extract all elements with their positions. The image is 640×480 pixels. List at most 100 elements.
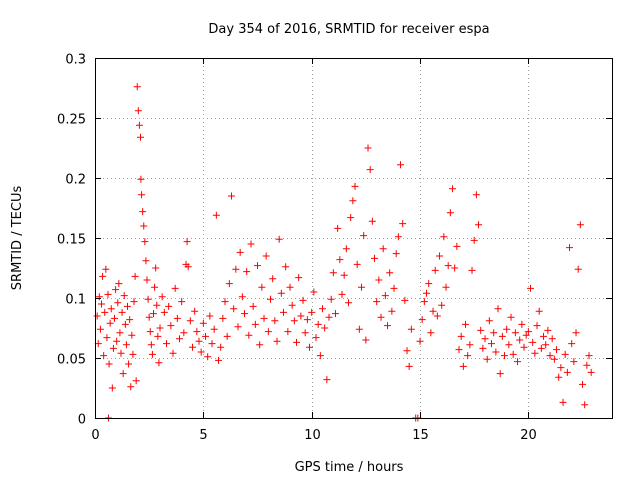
data-point (360, 232, 368, 240)
data-point (176, 335, 184, 343)
data-point (160, 308, 168, 316)
data-point (310, 288, 318, 296)
data-point (236, 248, 244, 256)
data-point (423, 289, 431, 297)
y-tick-label: 0 (78, 413, 86, 428)
data-point (228, 192, 236, 200)
data-point (260, 314, 268, 322)
data-point (440, 233, 448, 241)
data-point (284, 328, 292, 336)
data-point (169, 349, 177, 357)
y-tick-label: 0.15 (57, 233, 86, 248)
data-point (230, 305, 238, 313)
data-point (416, 337, 424, 345)
data-point (527, 284, 535, 292)
data-point (150, 310, 158, 318)
data-point (542, 341, 550, 349)
y-tick-label: 0.05 (57, 353, 86, 368)
data-point (375, 276, 383, 284)
data-point (163, 340, 171, 348)
data-point (282, 263, 290, 271)
data-point (418, 316, 426, 324)
data-point (559, 398, 567, 406)
data-point (462, 320, 470, 328)
data-point (171, 284, 179, 292)
data-point (173, 314, 181, 322)
data-point (384, 322, 392, 330)
data-point (332, 310, 340, 318)
data-point (563, 368, 571, 376)
data-point (353, 260, 361, 268)
data-point (459, 362, 467, 370)
data-point (273, 337, 281, 345)
data-point (555, 373, 563, 381)
data-point (405, 362, 413, 370)
data-point (451, 264, 459, 272)
y-tick-label: 0.1 (65, 293, 86, 308)
data-point (457, 332, 465, 340)
data-point (202, 332, 210, 340)
data-point (522, 331, 530, 339)
data-point (585, 352, 593, 360)
data-point (349, 197, 357, 205)
data-point (342, 245, 350, 253)
data-point (507, 313, 515, 321)
data-point (392, 250, 400, 258)
data-point (446, 209, 454, 217)
x-tick-label: 15 (412, 428, 429, 443)
data-point (511, 329, 519, 337)
data-point (306, 343, 314, 351)
data-point (475, 221, 483, 229)
data-point (570, 358, 578, 366)
data-point (516, 336, 524, 344)
data-point (95, 293, 103, 301)
data-point (195, 337, 203, 345)
data-point (221, 298, 229, 306)
data-point (334, 224, 342, 232)
data-point (127, 383, 135, 391)
data-point (364, 144, 372, 152)
data-point (125, 360, 133, 368)
data-point (524, 328, 532, 336)
data-point (466, 341, 474, 349)
data-point (550, 355, 558, 363)
data-point (535, 307, 543, 315)
data-point (449, 185, 457, 193)
data-point (546, 352, 554, 360)
data-point (155, 359, 163, 367)
data-point (223, 332, 231, 340)
data-point (436, 252, 444, 260)
data-point (579, 380, 587, 388)
data-point (147, 341, 155, 349)
data-point (470, 236, 478, 244)
data-point (518, 320, 526, 328)
data-point (189, 343, 197, 351)
data-point (197, 348, 205, 356)
data-point (576, 221, 584, 229)
data-point (108, 384, 116, 392)
data-point (308, 308, 316, 316)
data-point (102, 265, 110, 273)
data-point (117, 349, 125, 357)
data-point (371, 254, 379, 262)
data-point (153, 301, 161, 309)
data-point (191, 307, 199, 315)
data-point (241, 310, 249, 318)
data-point (210, 325, 218, 333)
data-point (295, 274, 303, 282)
data-point (144, 295, 152, 303)
data-point (319, 305, 327, 313)
data-point (93, 312, 101, 320)
data-point (338, 290, 346, 298)
data-point (180, 329, 188, 337)
data-point (533, 322, 541, 330)
data-point (99, 272, 107, 280)
data-point (151, 283, 159, 291)
data-point (468, 266, 476, 274)
data-point (152, 264, 160, 272)
data-point (104, 290, 112, 298)
data-point (234, 323, 242, 331)
data-point (130, 298, 138, 306)
